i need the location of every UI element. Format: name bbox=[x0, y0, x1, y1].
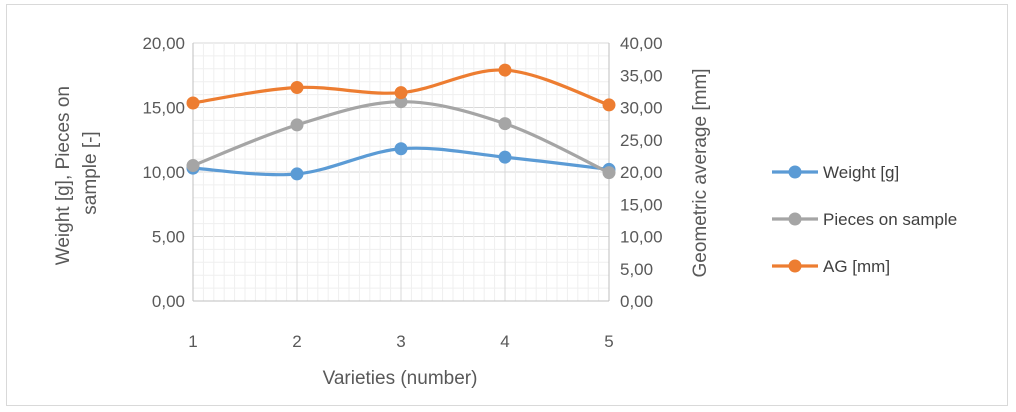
data-point bbox=[290, 81, 304, 95]
legend-label: AG [mm] bbox=[823, 257, 890, 276]
data-point bbox=[394, 142, 408, 156]
series-3 bbox=[186, 63, 616, 112]
grid-lines bbox=[192, 42, 610, 302]
data-point bbox=[498, 150, 512, 164]
data-point bbox=[394, 86, 408, 100]
y-tick-label-left: 5,00 bbox=[152, 228, 185, 247]
data-point bbox=[290, 118, 304, 132]
data-point bbox=[186, 159, 200, 173]
y-tick-label-right: 30,00 bbox=[620, 99, 663, 118]
y-axis-title-right: Geometric average [mm] bbox=[690, 68, 711, 277]
y-axis-title-left: Weight [g], Pieces on sample [-] bbox=[53, 81, 101, 265]
x-tick-label: 5 bbox=[604, 332, 613, 351]
data-point bbox=[602, 98, 616, 112]
x-axis-title: Varieties (number) bbox=[323, 368, 478, 389]
x-tick-label: 2 bbox=[292, 332, 301, 351]
y-tick-label-right: 40,00 bbox=[620, 34, 663, 53]
data-point bbox=[290, 167, 304, 181]
data-point bbox=[602, 166, 616, 180]
y-tick-label-right: 20,00 bbox=[620, 163, 663, 182]
y-tick-label-right: 5,00 bbox=[620, 260, 653, 279]
x-tick-label: 3 bbox=[396, 332, 405, 351]
legend-label: Pieces on sample bbox=[823, 210, 957, 229]
y-tick-label-left: 15,00 bbox=[142, 99, 185, 118]
data-point bbox=[394, 95, 408, 109]
tick-labels: 0,00 5,00 10,00 15,00 20,00 0,00 5,00 10,00 15,0… bbox=[142, 34, 662, 351]
y-tick-label-right: 15,00 bbox=[620, 195, 663, 214]
legend-marker bbox=[788, 212, 802, 226]
y-tick-label-left: 10,00 bbox=[142, 163, 185, 182]
y-axis-title-left-line1: Weight [g], Pieces on bbox=[53, 86, 74, 265]
legend-label: Weight [g] bbox=[823, 163, 899, 182]
y-tick-label-right: 35,00 bbox=[620, 66, 663, 85]
y-tick-label-left: 20,00 bbox=[142, 34, 185, 53]
y-tick-label-right: 0,00 bbox=[620, 292, 653, 311]
x-tick-label: 4 bbox=[500, 332, 509, 351]
series-lines bbox=[186, 63, 616, 181]
legend-entry: Pieces on sample bbox=[772, 210, 957, 229]
y-tick-label-right: 10,00 bbox=[620, 228, 663, 247]
legend-entry: Weight [g] bbox=[772, 163, 899, 182]
legend-entry: AG [mm] bbox=[772, 257, 890, 276]
legend: Weight [g] Pieces on sample AG [mm] bbox=[772, 163, 957, 276]
data-point bbox=[186, 96, 200, 110]
y-tick-label-right: 25,00 bbox=[620, 131, 663, 150]
data-point bbox=[498, 117, 512, 131]
y-tick-label-left: 0,00 bbox=[152, 292, 185, 311]
legend-marker bbox=[788, 259, 802, 273]
data-point bbox=[498, 63, 512, 77]
y-axis-title-left-line2: sample [-] bbox=[80, 131, 101, 214]
legend-marker bbox=[788, 165, 802, 179]
x-tick-label: 1 bbox=[188, 332, 197, 351]
series-2 bbox=[186, 95, 616, 180]
